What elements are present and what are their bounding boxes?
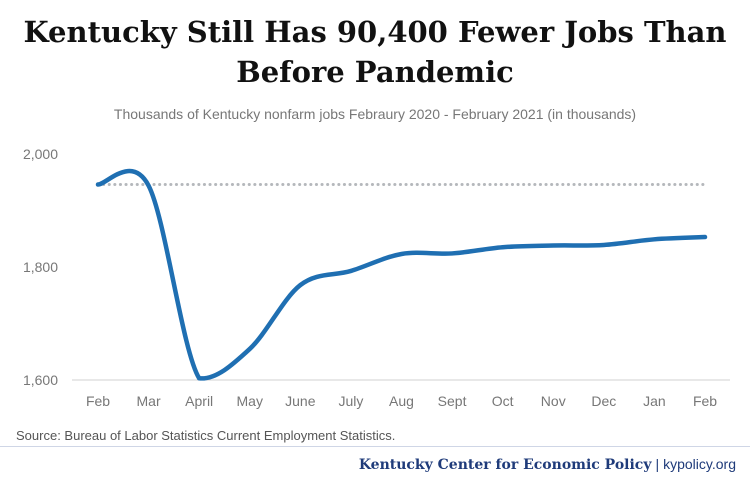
data-point-july-5: [348, 268, 353, 273]
data-point-dec-10: [601, 242, 606, 247]
x-tick-label: Sept: [438, 393, 467, 409]
x-tick-label: Aug: [389, 393, 414, 409]
footer-site-link[interactable]: kypolicy.org: [663, 456, 736, 472]
y-tick-label: 1,600: [23, 372, 58, 388]
data-point-june-4: [298, 283, 303, 288]
data-points: [96, 182, 707, 381]
x-tick-label: Nov: [541, 393, 566, 409]
y-tick-label: 1,800: [23, 259, 58, 275]
data-point-feb-0: [96, 182, 100, 187]
footer: Kentucky Center for Economic Policy | kypo…: [0, 446, 750, 487]
y-tick-label: 2,000: [23, 146, 58, 162]
data-point-oct-8: [500, 245, 505, 250]
series-line-jobs: [95, 168, 708, 381]
x-tick-label: Dec: [591, 393, 616, 409]
footer-divider: [0, 446, 750, 447]
chart-title: Kentucky Still Has 90,400 Fewer Jobs Tha…: [23, 15, 727, 89]
x-tick-label: Feb: [693, 393, 717, 409]
footer-separator: |: [655, 456, 660, 472]
data-point-sept-7: [450, 251, 455, 256]
data-point-aug-6: [399, 252, 404, 257]
x-tick-label: May: [237, 393, 263, 409]
x-tick-label: Oct: [492, 393, 514, 409]
data-point-nov-9: [551, 243, 556, 248]
x-tick-label: April: [185, 393, 213, 409]
data-point-april-2: [197, 376, 202, 381]
x-axis: Feb Mar April May June July Aug Sept Oct Nov Dec Ja…: [86, 393, 717, 409]
footer-credit: Kentucky Center for Economic Policy | kypo…: [359, 456, 736, 473]
x-tick-label: July: [338, 393, 363, 409]
x-tick-label: Jan: [643, 393, 666, 409]
data-point-may-3: [247, 346, 252, 351]
y-axis: 1,600 1,800 2,000: [23, 146, 58, 388]
x-tick-label: June: [285, 393, 316, 409]
x-tick-label: Mar: [137, 393, 161, 409]
data-point-jan-11: [652, 237, 657, 242]
data-point-feb-12: [703, 235, 707, 240]
chart-subtitle: Thousands of Kentucky nonfarm jobs Febra…: [113, 106, 637, 122]
footer-org: Kentucky Center for Economic Policy: [358, 457, 652, 473]
data-point-mar-1: [146, 183, 151, 188]
source-note: Source: Bureau of Labor Statistics Curre…: [16, 428, 396, 443]
x-tick-label: Feb: [86, 393, 110, 409]
